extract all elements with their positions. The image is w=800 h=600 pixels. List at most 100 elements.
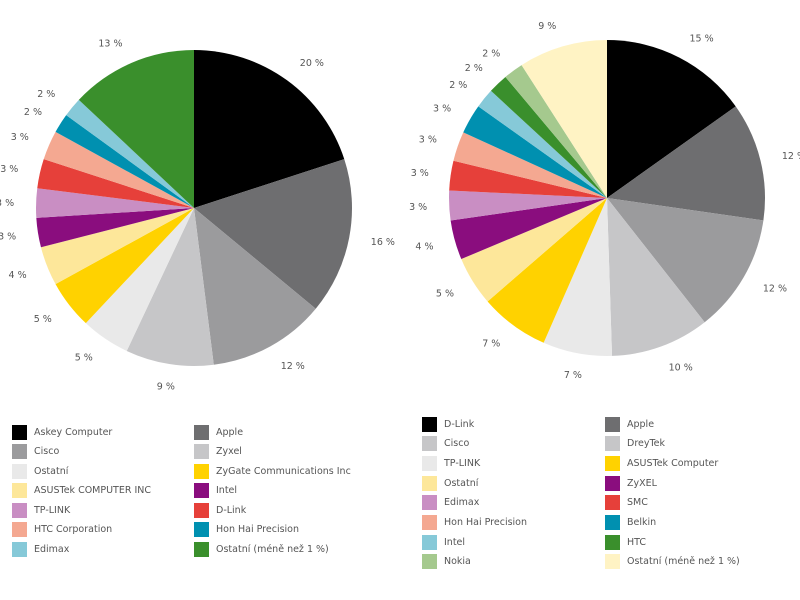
slice-percent-label: 2 % <box>37 89 55 100</box>
pie-slice-ostatn- <box>461 198 607 302</box>
legend-swatch <box>605 436 620 452</box>
slice-percent-label: 3 % <box>419 135 437 146</box>
legend-item: Hon Hai Precision <box>422 515 527 531</box>
slice-percent-label: 16 % <box>371 237 395 248</box>
pie-slice-apple <box>607 106 765 221</box>
pie-slice-ostatn-m-n-ne-1- <box>78 50 194 208</box>
legend-label: Edimax <box>34 543 70 555</box>
pie-slice-edimax <box>449 190 607 221</box>
slice-percent-label: 3 % <box>11 132 29 143</box>
legend-label: Askey Computer <box>34 426 113 438</box>
legend-swatch <box>605 554 620 570</box>
legend-item: Cisco <box>422 436 469 452</box>
legend-label: Apple <box>216 426 244 438</box>
legend-item: Askey Computer <box>12 424 112 440</box>
legend-swatch <box>12 444 27 459</box>
legend-swatch <box>194 463 209 479</box>
legend-item: ZyGate Communications Inc <box>194 463 351 479</box>
slice-percent-label: 12 % <box>763 284 787 295</box>
legend-swatch <box>12 424 27 440</box>
pie-slice-zyxel <box>450 198 607 260</box>
pie-slice-zyxel <box>126 208 214 366</box>
legend-label: Cisco <box>444 438 470 450</box>
slice-percent-label: 2 % <box>449 80 467 91</box>
pie-slice-zygate-communications-inc <box>55 208 194 324</box>
legend-item: SMC <box>605 495 648 511</box>
pie-slice-intel <box>478 90 607 198</box>
slice-percent-label: 5 % <box>436 288 454 299</box>
legend-label: Ostatní <box>34 465 69 477</box>
pie-slice-ostatn-m-n-ne-1- <box>521 40 607 198</box>
legend-swatch <box>194 424 209 440</box>
slice-percent-label: 5 % <box>34 314 52 325</box>
legend-item: Zyxel <box>194 444 242 460</box>
legend-swatch <box>12 463 27 479</box>
legend-label: Ostatní (méně než 1 %) <box>216 543 329 555</box>
legend-swatch <box>12 541 27 557</box>
pie-slice-askey-computer <box>194 50 345 208</box>
legend-item: D-Link <box>422 416 474 432</box>
slice-percent-label: 20 % <box>300 58 324 69</box>
legend-item: D-Link <box>194 502 246 518</box>
legend-label: ZyXEL <box>627 477 657 489</box>
legend-swatch <box>605 416 620 432</box>
legend-item: Ostatní <box>12 463 68 479</box>
legend-swatch <box>194 483 209 498</box>
legend-label: Hon Hai Precision <box>216 524 300 535</box>
legend-label: DreyTek <box>627 438 666 450</box>
pie-chart-right: 15 % 12 % 12 % 10 % 7 % 7 % 5 % 4 % 3 % 3 % 3 % 3 %… <box>409 21 800 381</box>
legend-swatch <box>194 502 209 518</box>
slice-percent-label: 15 % <box>690 34 714 45</box>
pie-slice-d-link <box>607 40 736 198</box>
slice-percent-label: 4 % <box>9 270 27 281</box>
legend-item: Nokia <box>422 554 471 570</box>
pie-slice-apple <box>194 159 353 309</box>
pie-slice-edimax <box>66 99 194 208</box>
legend-label: D-Link <box>216 504 247 516</box>
legend-label: SMC <box>627 497 648 509</box>
legend-swatch <box>422 495 437 511</box>
legend-label: ASUSTek COMPUTER INC <box>34 485 152 496</box>
legend-swatch <box>422 515 437 530</box>
legend-swatch <box>422 416 437 432</box>
slice-percent-label: 12 % <box>782 151 800 162</box>
legend-item: ASUSTek Computer <box>605 455 718 471</box>
slice-percent-label: 12 % <box>281 361 305 372</box>
slice-percent-label: 3 % <box>409 202 427 213</box>
legend-label: HTC Corporation <box>34 524 113 535</box>
legend-swatch <box>194 541 209 557</box>
slice-percent-label: 2 % <box>24 107 42 118</box>
legend-item: Hon Hai Precision <box>194 522 299 538</box>
legend-right: D-Link Apple Cisco DreyTek TP-LINK ASUSTek Co… <box>422 416 800 576</box>
legend-swatch <box>12 483 27 498</box>
legend-item: ASUSTek COMPUTER INC <box>12 483 151 499</box>
slice-percent-label: 9 % <box>157 381 175 392</box>
legend-swatch <box>605 495 620 511</box>
pie-slice-d-link <box>37 159 194 208</box>
slice-percent-label: 7 % <box>564 370 582 381</box>
slice-percent-label: 10 % <box>669 363 693 374</box>
legend-label: ASUSTek Computer <box>627 457 719 469</box>
legend-item: HTC <box>605 534 646 550</box>
pie-slice-htc-corporation <box>43 131 195 208</box>
legend-swatch <box>422 455 437 471</box>
legend-swatch <box>422 534 437 550</box>
legend-item: Ostatní (méně než 1 %) <box>605 554 740 570</box>
slice-percent-label: 3 % <box>0 232 16 243</box>
legend-swatch <box>422 436 437 452</box>
slice-percent-label: 3 % <box>0 198 14 209</box>
slice-percent-label: 2 % <box>465 63 483 74</box>
pie-slice-hon-hai-precision <box>55 115 194 208</box>
legend-label: Cisco <box>34 446 60 457</box>
legend-swatch <box>422 554 437 570</box>
legend-item: Ostatní (méně než 1 %) <box>194 541 329 557</box>
legend-swatch <box>12 522 27 537</box>
pie-slice-nokia <box>505 65 607 198</box>
legend-label: Zyxel <box>216 446 242 457</box>
legend-item: Cisco <box>12 444 59 460</box>
slice-percent-label: 9 % <box>538 21 556 32</box>
slice-percent-label: 5 % <box>75 352 93 363</box>
pie-slice-tp-link <box>36 188 195 218</box>
legend-item: Ostatní <box>422 475 478 491</box>
legend-label: TP-LINK <box>444 457 481 469</box>
